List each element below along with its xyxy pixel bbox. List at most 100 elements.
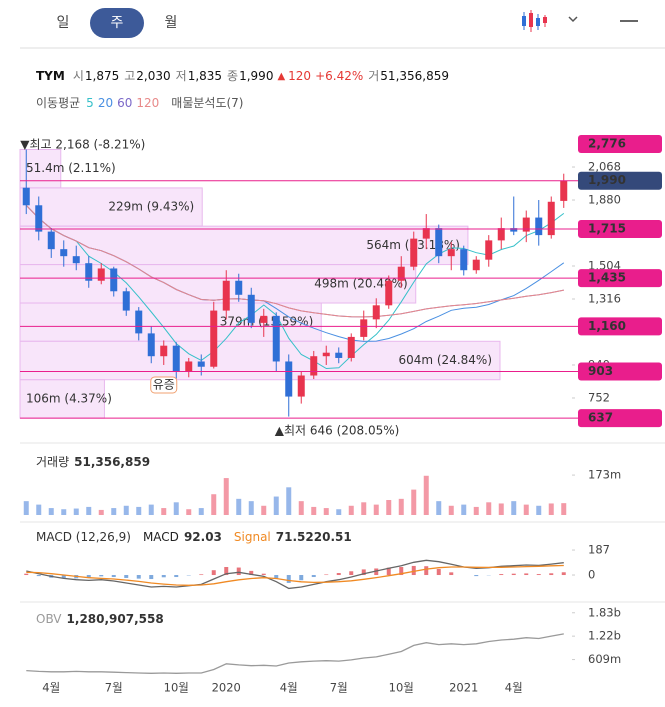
level-label: 1,435 — [588, 271, 626, 285]
volume-bar — [98, 509, 104, 515]
volume-bar — [448, 505, 454, 515]
volume-bar — [286, 487, 292, 515]
selected-tab-bg[interactable] — [90, 8, 144, 38]
panel-title: 거래량 51,356,859 — [36, 455, 150, 469]
series-line — [26, 564, 564, 586]
candle-body — [222, 280, 230, 311]
macd-histogram — [61, 575, 66, 579]
macd-histogram — [549, 573, 554, 576]
macd-histogram — [261, 573, 266, 576]
candle-body — [485, 240, 493, 260]
volume-bar — [173, 502, 179, 515]
volume-bar — [148, 504, 154, 515]
volume-bar — [48, 508, 54, 515]
level-label: 2,776 — [588, 137, 626, 151]
macd-histogram — [336, 573, 341, 576]
macd-histogram — [174, 575, 179, 578]
candle-body — [347, 336, 355, 358]
value: 51,356,859 — [74, 455, 150, 469]
candle-body — [410, 238, 418, 267]
value: 2,030 — [136, 69, 170, 83]
level-label: 637 — [588, 411, 613, 425]
y-tick-label: 2,068 — [588, 160, 621, 174]
candle-body — [22, 187, 30, 206]
macd-histogram — [536, 574, 541, 576]
candle-body — [385, 280, 393, 306]
tab[interactable]: 주 — [111, 15, 124, 31]
candle-body — [372, 305, 380, 320]
x-tick-label: 7월 — [105, 681, 123, 695]
chart-type-button[interactable] — [522, 10, 547, 32]
volume-bar — [223, 478, 229, 515]
volume-bar — [348, 505, 354, 515]
level-badge — [578, 317, 662, 336]
macd-histogram — [411, 565, 416, 576]
macd-histogram — [511, 573, 516, 576]
volume-bar — [61, 509, 67, 515]
candle-body — [285, 361, 293, 397]
profile-label: 51.4m (2.11%) — [26, 161, 116, 175]
label: 시 — [73, 69, 84, 83]
macd-histogram — [111, 575, 116, 578]
volume-bar — [411, 489, 417, 515]
volume-bar — [161, 508, 167, 515]
candle-body — [297, 375, 305, 397]
moving-average — [25, 204, 564, 318]
y-tick-label: 752 — [588, 390, 610, 404]
volume-bar — [298, 501, 304, 515]
volume-bar — [261, 505, 267, 515]
candle-body — [460, 249, 468, 271]
volume-bar — [461, 504, 467, 515]
volume-bar — [398, 498, 404, 515]
candle-body — [260, 315, 268, 323]
label: 거 — [368, 69, 379, 83]
macd-histogram — [561, 572, 566, 576]
rights-label: 유증 — [153, 377, 175, 391]
profile-label: 229m (9.43%) — [108, 200, 194, 214]
macd-histogram — [311, 575, 316, 578]
candle-body — [197, 361, 205, 367]
macd-histogram — [299, 575, 304, 581]
change: 120 — [288, 69, 311, 83]
x-tick-label: 2021 — [449, 681, 478, 695]
macd-histogram — [424, 566, 429, 576]
volume-profile-bar — [19, 340, 501, 381]
x-tick-label: 4월 — [505, 681, 523, 695]
candle-body — [160, 345, 168, 357]
candle-body — [72, 256, 80, 264]
change-arrow: ▲ — [277, 71, 285, 82]
candle-body — [497, 228, 505, 241]
ma-period: 20 — [98, 96, 113, 110]
macd-histogram — [386, 567, 391, 576]
tab[interactable]: 월 — [165, 15, 178, 31]
y-tick-label: 1.22b — [588, 629, 621, 643]
candle-body — [335, 352, 343, 358]
macd-histogram — [349, 571, 354, 576]
candle-body — [472, 259, 480, 271]
x-tick-label: 10월 — [389, 681, 414, 695]
macd-histogram — [449, 572, 454, 576]
x-tick-label: 7월 — [330, 681, 348, 695]
candle-body — [422, 228, 430, 239]
macd-histogram — [136, 575, 141, 579]
low-annotation: ▲최저 646 (208.05%) — [275, 424, 400, 438]
series-value: 92.03 — [184, 530, 222, 544]
volume-profile-bar — [19, 187, 203, 227]
ma-period: 5 — [86, 96, 94, 110]
candle-body — [435, 228, 443, 257]
volume-bar — [86, 506, 92, 515]
value: 51,356,859 — [380, 69, 449, 83]
volume-bar — [248, 501, 254, 515]
candle-body — [135, 310, 143, 334]
macd-histogram — [474, 575, 479, 577]
y-tick-label: 1.83b — [588, 605, 621, 619]
macd-histogram — [86, 575, 91, 578]
tab[interactable]: 일 — [57, 15, 70, 31]
candle-body — [122, 291, 130, 311]
volume-bar — [211, 494, 217, 515]
profile-label: 매물분석도(7) — [171, 96, 243, 110]
dropdown-chevron[interactable] — [568, 16, 578, 23]
ma-period: 120 — [136, 96, 159, 110]
x-tick-label: 10월 — [164, 681, 189, 695]
volume-bar — [273, 496, 279, 515]
